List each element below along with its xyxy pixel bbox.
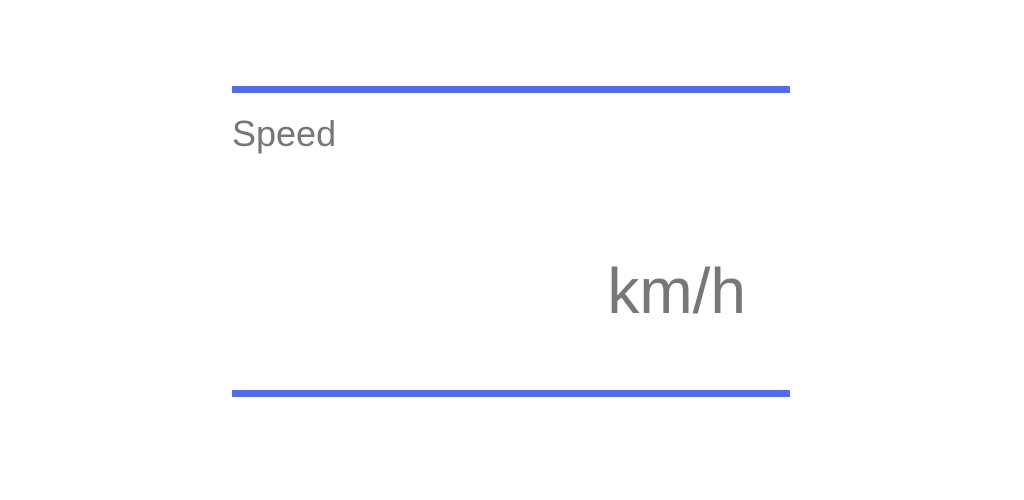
top-divider: [232, 86, 790, 93]
speed-widget: Speed km/h: [232, 86, 790, 397]
speed-label: Speed: [232, 113, 337, 154]
speed-readout: km/h: [595, 256, 746, 326]
speed-unit: km/h: [607, 255, 746, 327]
bottom-divider: [232, 390, 790, 397]
